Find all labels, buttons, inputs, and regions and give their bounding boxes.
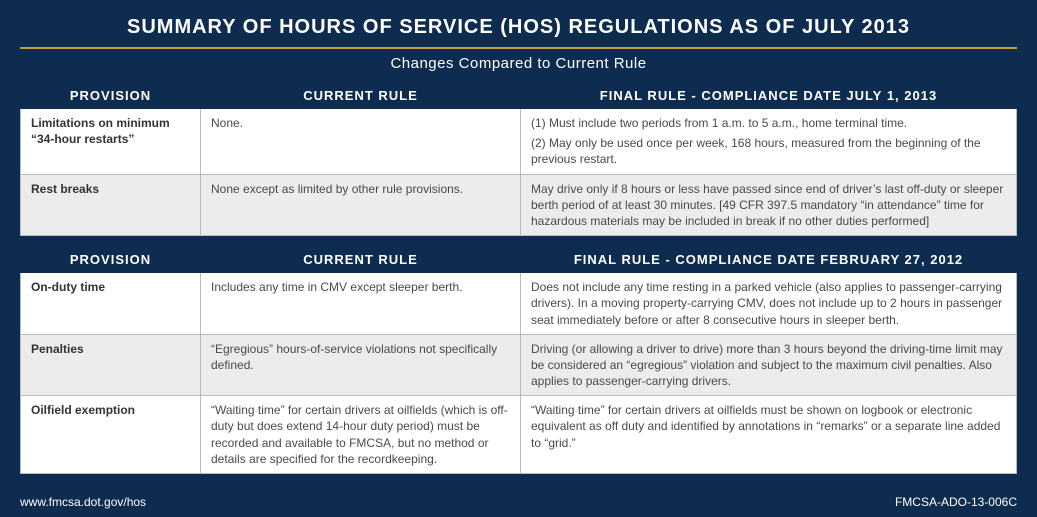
footer-doc-id: FMCSA-ADO-13-006C [895,495,1017,509]
cell-current: None. [201,109,521,175]
cell-final: (1) Must include two periods from 1 a.m.… [521,109,1017,175]
cell-final: Does not include any time resting in a p… [521,273,1017,335]
col-final-rule: FINAL RULE - COMPLIANCE DATE JULY 1, 201… [521,83,1017,109]
col-current-rule: CURRENT RULE [201,247,521,273]
page: SUMMARY OF HOURS OF SERVICE (HOS) REGULA… [0,0,1037,517]
table-row: Penalties “Egregious” hours-of-service v… [21,334,1017,396]
col-provision: PROVISION [21,247,201,273]
table-row: Rest breaks None except as limited by ot… [21,174,1017,236]
cell-current: “Egregious” hours-of-service violations … [201,334,521,396]
footer: www.fmcsa.dot.gov/hos FMCSA-ADO-13-006C [20,495,1017,509]
page-subtitle: Changes Compared to Current Rule [20,55,1017,82]
cell-final: “Waiting time” for certain drivers at oi… [521,396,1017,474]
cell-provision: Rest breaks [21,174,201,236]
table-feb-2012: PROVISION CURRENT RULE FINAL RULE - COMP… [20,246,1017,474]
final-line-1: (1) Must include two periods from 1 a.m.… [531,115,1006,131]
cell-final: Driving (or allowing a driver to drive) … [521,334,1017,396]
col-current-rule: CURRENT RULE [201,83,521,109]
cell-current: “Waiting time” for certain drivers at oi… [201,396,521,474]
cell-provision: On-duty time [21,273,201,335]
cell-provision: Oilfield exemption [21,396,201,474]
table-row: Limitations on minimum “34-hour restarts… [21,109,1017,175]
final-line-2: (2) May only be used once per week, 168 … [531,135,1006,167]
title-divider [20,47,1017,49]
page-title: SUMMARY OF HOURS OF SERVICE (HOS) REGULA… [20,12,1017,47]
footer-url: www.fmcsa.dot.gov/hos [20,495,146,509]
cell-current: Includes any time in CMV except sleeper … [201,273,521,335]
table-row: On-duty time Includes any time in CMV ex… [21,273,1017,335]
cell-current: None except as limited by other rule pro… [201,174,521,236]
cell-provision: Limitations on minimum “34-hour restarts… [21,109,201,175]
cell-final: May drive only if 8 hours or less have p… [521,174,1017,236]
col-provision: PROVISION [21,83,201,109]
table-row: Oilfield exemption “Waiting time” for ce… [21,396,1017,474]
table-july-2013: PROVISION CURRENT RULE FINAL RULE - COMP… [20,82,1017,236]
col-final-rule: FINAL RULE - COMPLIANCE DATE FEBRUARY 27… [521,247,1017,273]
cell-provision: Penalties [21,334,201,396]
